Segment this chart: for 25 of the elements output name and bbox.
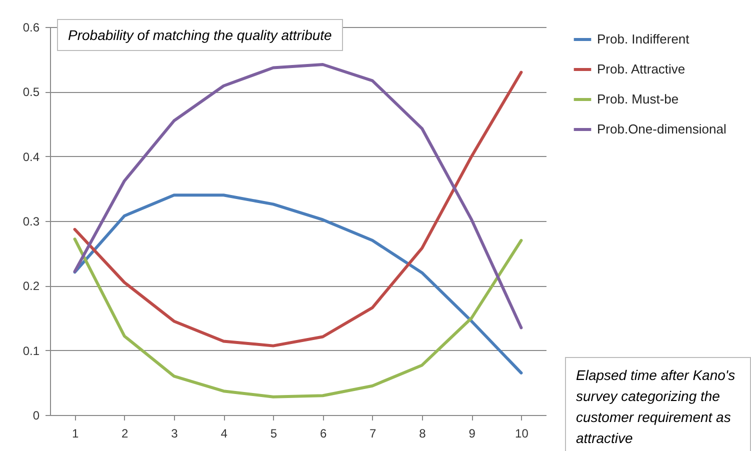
y-tick-label: 0.2 [22,279,40,294]
x-tick-label: 9 [468,426,476,440]
y-axis-title: Probability of matching the quality attribute [57,19,343,51]
y-tick-label: 0 [32,408,40,422]
x-tick-label: 1 [72,426,79,440]
legend-label: Prob.One-dimensional [597,122,726,136]
legend-label: Prob. Attractive [597,62,686,76]
x-tick-label: 8 [419,426,426,440]
y-tick-label: 0.6 [22,20,40,34]
y-tick-label: 0.3 [22,214,40,228]
x-tick-label: 6 [320,426,327,440]
legend-label: Prob. Must-be [597,92,679,106]
x-tick-label: 3 [171,426,178,440]
x-tick-label: 10 [515,426,529,440]
y-tick-label: 0.4 [22,150,40,164]
legend-label: Prob. Indifferent [597,32,690,46]
x-tick-label: 5 [270,426,278,440]
x-axis-title: Elapsed time after Kano's survey categorizing the customer requirement as attractive [565,357,751,451]
x-tick-label: 7 [370,426,377,440]
y-tick-label: 0.1 [22,344,40,358]
line-series [73,238,523,398]
y-tick-label: 0.5 [22,85,40,100]
x-tick-label: 2 [122,426,129,440]
x-tick-label: 4 [220,426,228,440]
line-series [73,194,523,374]
